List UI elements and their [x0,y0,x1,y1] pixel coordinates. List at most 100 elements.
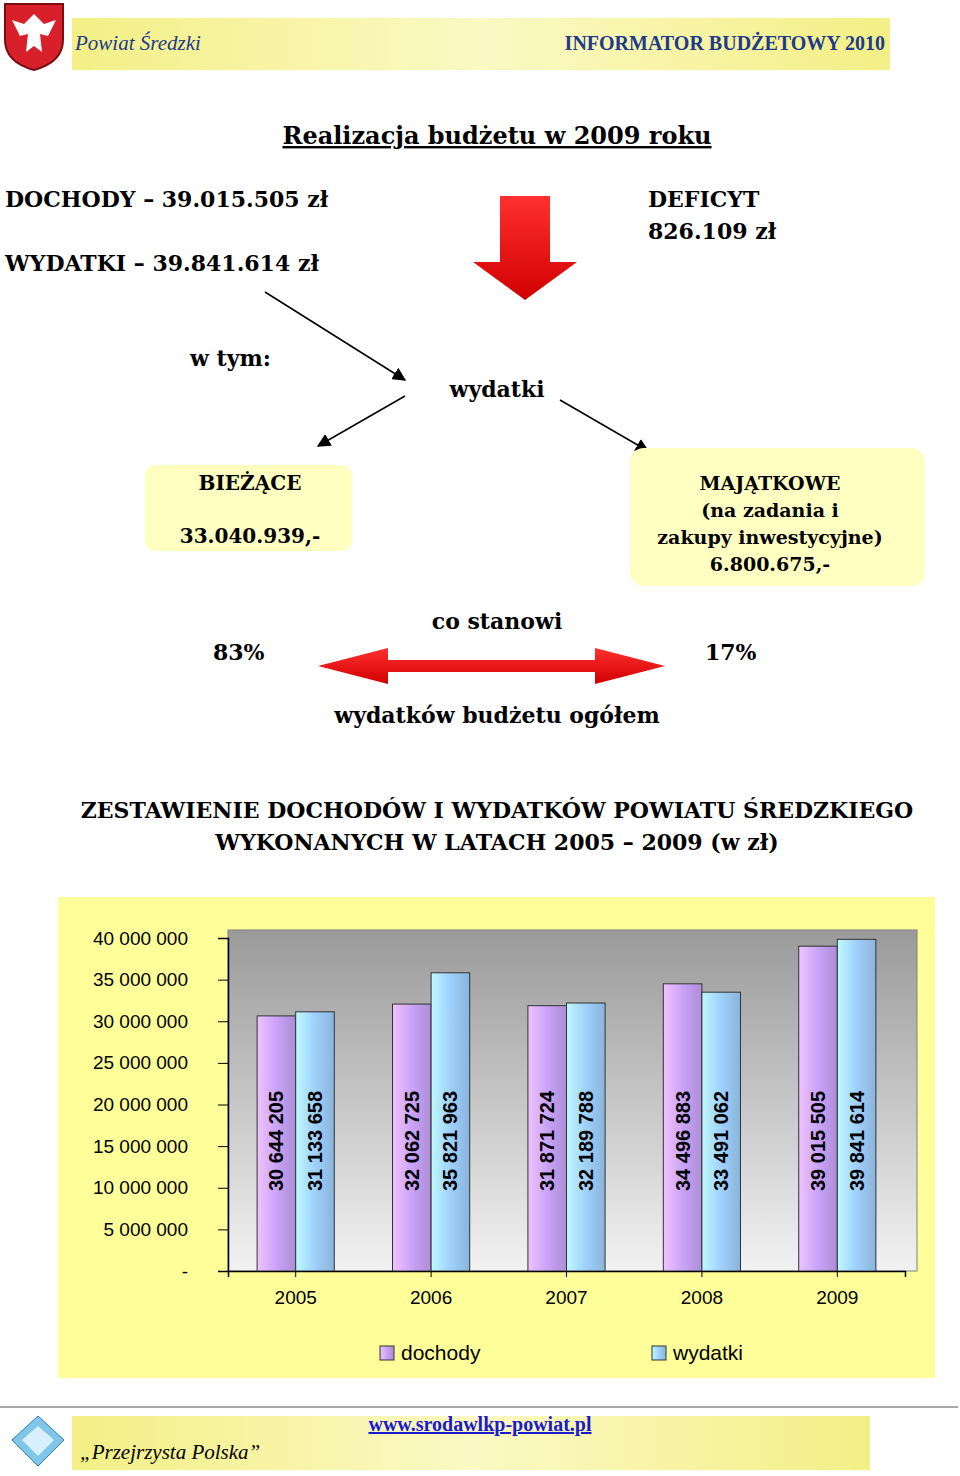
capital-line: (na zadania i [701,499,839,521]
bar [431,973,470,1271]
y-tick-label: 30 000 000 [93,1011,188,1032]
summary: Realizacja budżetu w 2009 roku DOCHODY – … [4,121,925,728]
down-arrow [473,196,577,300]
current-label: BIEŻĄCE [199,471,302,495]
x-tick: 2008 [681,1271,723,1308]
y-axis-line [218,939,229,1272]
data-label: 31 133 658 [304,1091,326,1191]
page: Powiat Średzki INFORMATOR BUDŻETOWY 2010 R… [0,0,960,1476]
chart-title: ZESTAWIENIE DOCHODÓW I WYDATKÓW POWIATU … [81,797,914,855]
x-axis-line [229,1272,906,1278]
y-tick-label: 25 000 000 [93,1052,188,1073]
bar [663,984,702,1271]
y-tick-mark [218,1229,228,1230]
x-tick: 2009 [816,1271,858,1308]
x-tick-mark [431,1271,432,1277]
data-label: 33 491 062 [710,1091,732,1191]
capital-share: 17% [705,639,757,665]
legend-swatch [652,1346,666,1360]
of-total: wydatków budżetu ogółem [333,702,660,728]
data-label: 30 644 205 [265,1091,287,1191]
y-tick-mark [218,980,228,981]
bar [257,1016,296,1271]
y-tick-mark [218,1105,228,1106]
expenses: WYDATKI – 39.841.614 zł [4,250,319,276]
y-tick-mark [218,1271,228,1272]
chart-title-line: ZESTAWIENIE DOCHODÓW I WYDATKÓW POWIATU … [81,797,914,823]
footer-url: www.srodawlkp-powiat.pl [368,1413,591,1436]
bar [528,1006,567,1271]
legend: dochodywydatki [380,1341,743,1364]
expenses-word: wydatki [448,376,544,402]
x-tick-label: 2006 [410,1287,452,1308]
double-arrow [318,648,665,684]
summary-title: Realizacja budżetu w 2009 roku [282,121,711,150]
y-tick-mark [218,938,228,939]
capital-line: 6.800.675,- [710,553,830,575]
y-tick: 30 000 000 [93,1011,228,1032]
x-tick-label: 2009 [816,1287,858,1308]
y-tick-mark [218,1021,228,1022]
data-label: 39 015 505 [807,1091,829,1191]
current-value: 33.040.939,- [180,524,321,548]
data-label: 34 496 883 [672,1091,694,1191]
chart-title-line: WYKONANYCH W LATACH 2005 – 2009 (w zł) [214,829,778,855]
capital-line: zakupy inwestycyjne) [657,526,882,548]
x-tick-label: 2005 [275,1287,317,1308]
logo-inner [22,1426,54,1456]
logo-outer [12,1416,64,1466]
capital-line: MAJĄTKOWE [700,472,841,494]
x-tick-mark [837,1271,838,1277]
bar [837,939,876,1271]
x-tick-label: 2008 [681,1287,723,1308]
constitutes: co stanowi [432,608,563,634]
in-which: w tym: [189,345,271,371]
chart-background [58,897,935,1378]
y-tick: - [182,1261,228,1282]
data-labels: 30 644 205 32 062 725 31 871 724 34 496 883… [265,1090,867,1191]
bar [393,1004,432,1271]
x-tick-mark [701,1271,702,1277]
deficit-label: DEFICYT [648,186,760,212]
footer-slogan: „Przejrzysta Polska” [80,1440,260,1464]
y-axis: -5 000 00010 000 00015 000 00020 000 000… [93,928,229,1282]
income: DOCHODY – 39.015.505 zł [5,186,329,212]
data-label: 32 062 725 [401,1091,423,1191]
y-tick-label: 5 000 000 [103,1219,188,1240]
connector-arrow [560,400,648,451]
bars [257,939,876,1271]
y-tick-label: 10 000 000 [93,1177,188,1198]
header-band [72,18,890,70]
data-label: 32 189 788 [575,1091,597,1191]
y-tick: 25 000 000 [93,1052,228,1073]
y-tick-mark [218,1146,228,1147]
data-label: 35 821 963 [439,1091,461,1191]
y-tick: 10 000 000 [93,1177,228,1198]
current-box [145,465,352,551]
header: Powiat Średzki INFORMATOR BUDŻETOWY 2010 [5,4,890,70]
bar [567,1003,606,1271]
y-tick: 40 000 000 [93,928,228,949]
shield [5,4,63,70]
legend-label: wydatki [672,1341,743,1364]
bar [799,946,838,1271]
y-tick: 35 000 000 [93,969,228,990]
x-tick-mark [566,1271,567,1277]
y-tick-label: 35 000 000 [93,969,188,990]
coat-of-arms [5,4,63,70]
footer-logo [12,1416,64,1466]
x-tick-label: 2007 [545,1287,587,1308]
y-tick-mark [218,1063,228,1064]
header-right: INFORMATOR BUDŻETOWY 2010 [565,31,885,54]
bar [296,1012,335,1271]
header-left: Powiat Średzki [74,31,201,55]
x-axis: 2005 2006 2007 2008 2009 [229,1271,906,1308]
y-tick: 15 000 000 [93,1136,228,1157]
y-tick-label: 40 000 000 [93,928,188,949]
plot-wall [228,930,917,1271]
footer-rule [0,1407,958,1408]
data-label: 31 871 724 [536,1090,558,1191]
capital-box [630,448,925,586]
x-tick: 2007 [545,1271,587,1308]
bar [702,992,741,1271]
